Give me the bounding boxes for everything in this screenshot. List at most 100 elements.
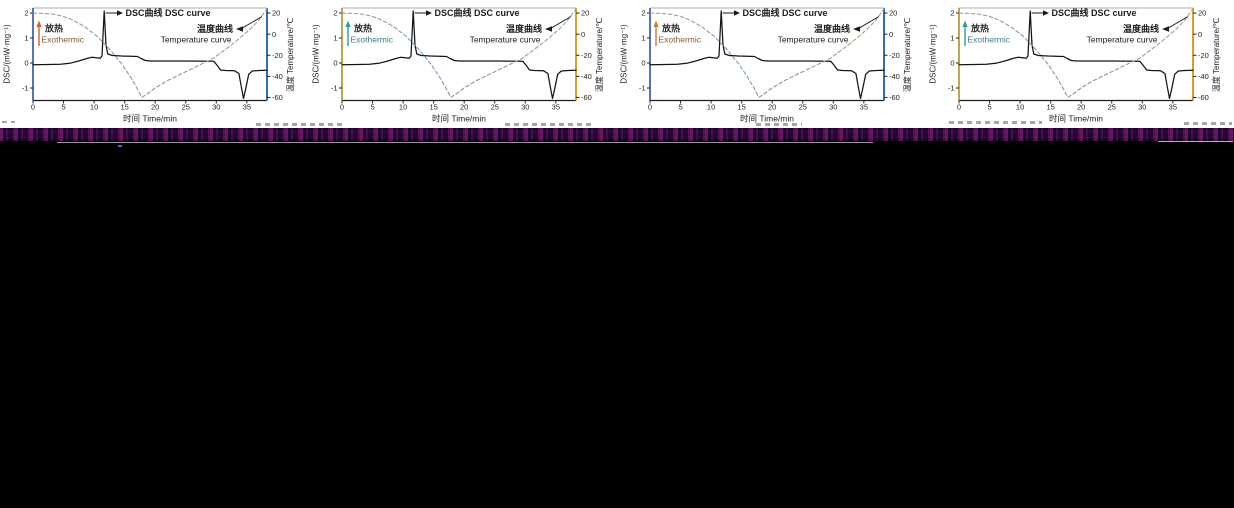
temperature-curve-label-cn: 温度曲线 [814, 23, 850, 34]
y-left-tick-label: 1 [641, 34, 645, 43]
compression-noise-band [0, 128, 1234, 141]
dsc-curve-label: DSC曲线 DSC curve [434, 7, 519, 18]
y-right-tick-label: 20 [1198, 9, 1206, 18]
arrow-left-icon [236, 26, 243, 32]
exothermic-label-cn: 放热 [44, 23, 63, 34]
dsc-chart-panel-4: 0 5 10 15 20 25 30 35 2 1 0 -1 20 0 -20 -40 -60 时间 Time/m… [926, 0, 1234, 128]
y-left-tick-label: 2 [950, 9, 954, 18]
x-tick-label: 30 [521, 103, 529, 112]
temperature-annotation-line [550, 16, 571, 29]
y-right-tick-label: 0 [272, 30, 276, 39]
y-left-tick-label: -1 [947, 84, 954, 93]
temperature-curve-label-cn: 温度曲线 [1122, 23, 1158, 34]
x-tick-label: 15 [429, 103, 437, 112]
x-tick-label: 25 [799, 103, 807, 112]
y-right-tick-label: 20 [889, 9, 897, 18]
exothermic-label-cn: 放热 [353, 23, 372, 34]
y-right-tick-label: -40 [1198, 72, 1209, 81]
y-left-tick-label: 2 [333, 9, 337, 18]
y-right-tick-label: 20 [272, 9, 280, 18]
y-left-tick-label: 0 [641, 59, 645, 68]
y-right-tick-label: -20 [581, 51, 592, 60]
temperature-curve-label-en: Temperature curve [161, 35, 232, 45]
y-left-tick-label: -1 [330, 84, 337, 93]
arrow-up-icon [36, 20, 42, 27]
garbled-text-fragment [756, 123, 802, 126]
x-tick-label: 30 [1138, 103, 1146, 112]
x-tick-label: 25 [182, 103, 190, 112]
temperature-curve [32, 8, 268, 98]
y-right-tick-label: -60 [889, 93, 900, 102]
right-y-axis-title: 温度 Temperature/℃ [285, 18, 295, 92]
exothermic-label-en: Exothermic [350, 35, 393, 45]
y-right-tick-label: 0 [889, 30, 893, 39]
y-right-tick-label: -20 [889, 51, 900, 60]
temperature-curve [649, 8, 885, 98]
x-tick-label: 20 [1077, 103, 1085, 112]
x-tick-label: 20 [151, 103, 159, 112]
x-tick-label: 15 [1046, 103, 1054, 112]
arrow-left-icon [544, 26, 552, 32]
y-left-tick-label: 0 [24, 59, 28, 68]
dsc-chart-panel-3: 0 5 10 15 20 25 30 35 2 1 0 -1 20 0 -20 -40 -60 时间 Time/m… [617, 0, 926, 128]
left-y-axis-title: DSC/(mW·mg⁻¹) [311, 24, 320, 84]
y-left-tick-label: 0 [950, 59, 954, 68]
arrow-right-icon [425, 10, 432, 16]
temperature-curve-label-cn: 温度曲线 [197, 23, 233, 34]
dsc-charts-row: 0 5 10 15 20 25 30 35 2 1 0 -1 20 0 -20 -40 -60 时间 Time/m… [0, 0, 1234, 128]
right-y-axis-title: 温度 Temperature/℃ [594, 18, 604, 92]
garbled-text-fragment [2, 121, 15, 123]
dsc-curve [957, 10, 1194, 100]
temperature-curve [340, 8, 577, 98]
exothermic-label-en: Exothermic [42, 35, 85, 45]
x-tick-label: 25 [490, 103, 498, 112]
x-tick-label: 0 [339, 103, 343, 112]
temperature-annotation-line [241, 16, 263, 29]
left-y-axis-title: DSC/(mW·mg⁻¹) [620, 24, 629, 84]
dsc-curve [32, 10, 268, 100]
x-axis-title: 时间 Time/min [123, 114, 177, 124]
x-axis-title: 时间 Time/min [432, 114, 486, 124]
dsc-curve-label: DSC曲线 DSC curve [126, 7, 211, 18]
x-tick-label: 10 [90, 103, 98, 112]
y-left-tick-label: 2 [641, 9, 645, 18]
x-tick-label: 15 [737, 103, 745, 112]
y-right-tick-label: -40 [581, 72, 592, 81]
garbled-text-fragment [1184, 122, 1232, 125]
y-right-tick-label: 20 [581, 9, 589, 18]
dsc-curve [649, 10, 885, 100]
exothermic-label-en: Exothermic [659, 35, 702, 45]
arrow-up-icon [961, 20, 968, 27]
arrow-left-icon [853, 26, 860, 32]
x-tick-label: 5 [370, 103, 374, 112]
garbled-text-fragment [256, 123, 346, 126]
y-left-tick-label: 1 [24, 34, 28, 43]
dsc-curve-label: DSC曲线 DSC curve [1051, 7, 1136, 18]
temperature-curve-label-en: Temperature curve [1086, 35, 1157, 45]
hairline-artifact [57, 142, 873, 143]
y-right-tick-label: -20 [1198, 51, 1209, 60]
arrow-right-icon [117, 10, 123, 16]
x-tick-label: 10 [1015, 103, 1023, 112]
dsc-curve [340, 10, 577, 100]
x-tick-label: 35 [860, 103, 868, 112]
x-tick-label: 35 [1168, 103, 1176, 112]
x-tick-label: 5 [987, 103, 991, 112]
garbled-text-fragment [505, 123, 593, 126]
y-right-tick-label: -60 [1198, 93, 1209, 102]
temperature-annotation-line [1167, 16, 1188, 29]
exothermic-label-cn: 放热 [661, 23, 680, 34]
left-y-axis-title: DSC/(mW·mg⁻¹) [928, 24, 937, 84]
arrow-up-icon [653, 20, 659, 27]
x-tick-label: 0 [31, 103, 35, 112]
temperature-annotation-line [858, 16, 880, 29]
arrow-up-icon [344, 20, 351, 27]
exothermic-label-en: Exothermic [967, 35, 1010, 45]
x-tick-label: 20 [768, 103, 776, 112]
y-right-tick-label: 0 [1198, 30, 1202, 39]
y-left-tick-label: 0 [333, 59, 337, 68]
